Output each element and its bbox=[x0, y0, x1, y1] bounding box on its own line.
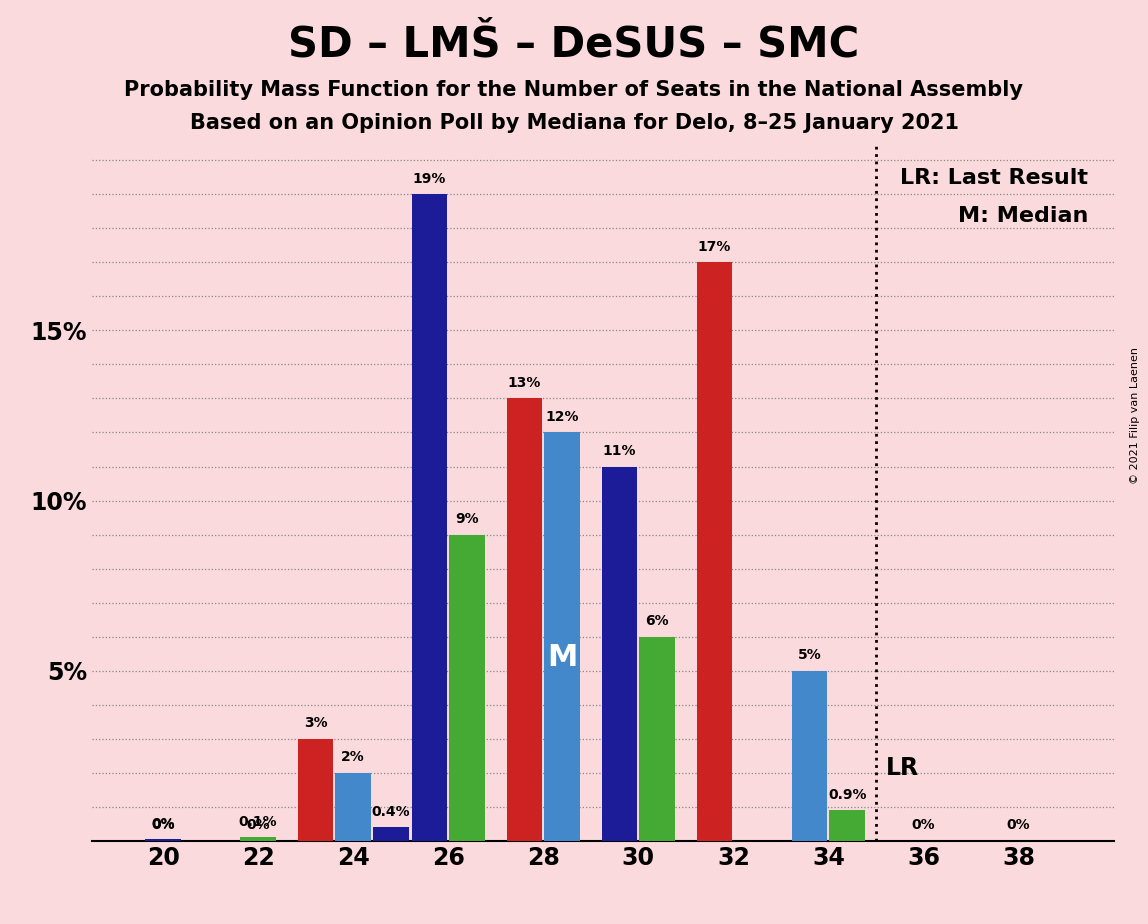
Bar bbox=[449, 535, 484, 841]
Bar bbox=[297, 739, 333, 841]
Text: M: M bbox=[546, 642, 577, 672]
Bar bbox=[146, 839, 181, 841]
Text: 0.4%: 0.4% bbox=[372, 805, 410, 819]
Bar bbox=[602, 467, 637, 841]
Bar bbox=[697, 262, 732, 841]
Text: Probability Mass Function for the Number of Seats in the National Assembly: Probability Mass Function for the Number… bbox=[124, 80, 1024, 101]
Text: 0%: 0% bbox=[152, 819, 174, 833]
Bar bbox=[792, 671, 828, 841]
Text: 12%: 12% bbox=[545, 410, 579, 424]
Bar bbox=[373, 827, 409, 841]
Text: 9%: 9% bbox=[456, 512, 479, 526]
Bar bbox=[412, 194, 448, 841]
Text: 0%: 0% bbox=[1007, 819, 1030, 833]
Text: 3%: 3% bbox=[304, 716, 327, 730]
Bar bbox=[240, 837, 276, 841]
Bar bbox=[506, 398, 542, 841]
Text: 11%: 11% bbox=[603, 444, 636, 458]
Text: 2%: 2% bbox=[341, 750, 365, 764]
Text: 6%: 6% bbox=[645, 614, 669, 628]
Text: 0%: 0% bbox=[152, 817, 174, 831]
Text: 13%: 13% bbox=[507, 376, 541, 390]
Text: 0%: 0% bbox=[247, 819, 270, 833]
Text: Based on an Opinion Poll by Mediana for Delo, 8–25 January 2021: Based on an Opinion Poll by Mediana for … bbox=[189, 113, 959, 133]
Text: 0%: 0% bbox=[912, 819, 936, 833]
Text: LR: Last Result: LR: Last Result bbox=[900, 167, 1088, 188]
Text: 5%: 5% bbox=[798, 648, 822, 663]
Text: LR: LR bbox=[885, 756, 918, 780]
Bar bbox=[335, 772, 371, 841]
Text: SD – LMŠ – DeSUS – SMC: SD – LMŠ – DeSUS – SMC bbox=[288, 23, 860, 65]
Bar bbox=[829, 810, 866, 841]
Bar bbox=[639, 637, 675, 841]
Text: 0.9%: 0.9% bbox=[828, 787, 867, 802]
Text: © 2021 Filip van Laenen: © 2021 Filip van Laenen bbox=[1130, 347, 1140, 484]
Bar bbox=[544, 432, 580, 841]
Text: 19%: 19% bbox=[413, 172, 447, 186]
Text: M: Median: M: Median bbox=[957, 206, 1088, 226]
Text: 17%: 17% bbox=[698, 240, 731, 254]
Text: 0.1%: 0.1% bbox=[239, 815, 278, 829]
